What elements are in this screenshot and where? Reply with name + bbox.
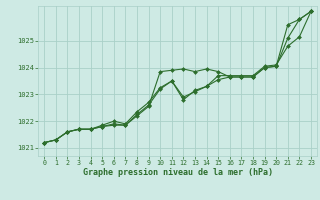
- X-axis label: Graphe pression niveau de la mer (hPa): Graphe pression niveau de la mer (hPa): [83, 168, 273, 177]
